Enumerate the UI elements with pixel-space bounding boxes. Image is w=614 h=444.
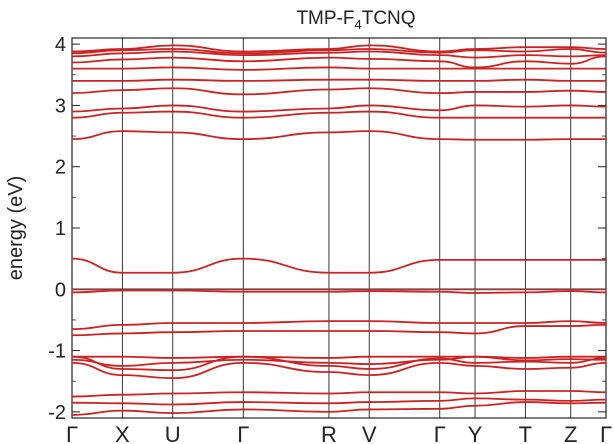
y-tick-label: 2 xyxy=(55,157,66,179)
chart-title-subscript: 4 xyxy=(354,17,361,32)
band-line xyxy=(71,355,607,367)
band-line xyxy=(71,50,607,59)
band-line xyxy=(71,55,607,69)
band-line xyxy=(71,390,607,398)
chart-title: TMP-F4TCNQ xyxy=(296,8,415,32)
band-line xyxy=(72,66,606,71)
band-line xyxy=(71,355,606,359)
band-line xyxy=(71,110,606,119)
x-tick-label: R xyxy=(321,422,337,444)
band-line xyxy=(71,48,607,55)
x-tick-label: Z xyxy=(564,422,577,444)
band-line xyxy=(71,257,606,274)
x-tick-label: Y xyxy=(468,422,483,444)
y-tick-label: -1 xyxy=(48,341,66,363)
x-tick-label: Γ xyxy=(434,422,446,444)
band-line xyxy=(71,87,607,96)
y-tick-label: 4 xyxy=(55,34,66,56)
band-line xyxy=(71,355,607,372)
band-line xyxy=(71,104,607,113)
x-tick-label: Γ xyxy=(600,422,612,444)
y-tick-label: 3 xyxy=(55,95,66,117)
x-tick-label: T xyxy=(519,422,532,444)
band-line xyxy=(72,78,606,82)
y-tick-label: -2 xyxy=(48,402,66,424)
band-line xyxy=(71,361,607,380)
band-line xyxy=(71,397,607,406)
chart-title-suffix: TCNQ xyxy=(362,8,416,29)
x-tick-label: U xyxy=(165,422,181,444)
band-line xyxy=(71,323,607,337)
x-tick-label: V xyxy=(362,422,377,444)
x-tick-label: X xyxy=(115,422,130,444)
band-line xyxy=(71,289,607,294)
chart-title-prefix: TMP-F xyxy=(296,8,354,29)
x-tick-label: Γ xyxy=(237,422,249,444)
y-tick-label: 0 xyxy=(55,279,66,301)
y-tick-label: 1 xyxy=(55,218,66,240)
y-axis-title: energy (eV) xyxy=(5,176,27,281)
band-line xyxy=(71,401,607,416)
band-line xyxy=(71,44,607,53)
band-line xyxy=(71,320,607,331)
x-tick-label: Γ xyxy=(66,422,78,444)
band-line xyxy=(71,130,606,141)
